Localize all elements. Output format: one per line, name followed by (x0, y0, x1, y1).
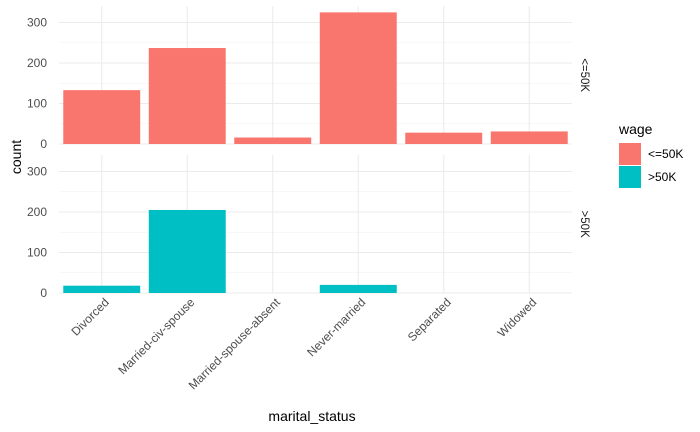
bar (405, 132, 483, 144)
y-tick-label: 200 (27, 56, 47, 70)
facet-panel: 0 100 200 300 >50K (27, 155, 590, 300)
legend-key (619, 143, 641, 165)
legend-label: <=50K (648, 147, 683, 161)
y-tick-label: 0 (40, 137, 47, 151)
bar (319, 284, 397, 293)
bar (234, 137, 312, 144)
x-axis-title: marital_status (268, 408, 355, 424)
x-tick-label: Married-civ-spouse (115, 295, 197, 377)
y-tick-label: 300 (27, 16, 47, 30)
bar (319, 12, 397, 144)
x-tick-label: Widowed (495, 295, 540, 340)
y-tick-label: 100 (27, 246, 47, 260)
x-tick-label: Married-spouse-absent (186, 295, 284, 393)
y-tick-label: 100 (27, 97, 47, 111)
x-tick-label: Separated (405, 295, 454, 344)
y-tick-label: 300 (27, 165, 47, 179)
facet-panels: 0 100 200 300 <=50K 0 100 200 300 >50K (27, 6, 590, 300)
legend: wage <=50K >50K (618, 121, 683, 188)
x-tick-label: Never-married (304, 295, 368, 359)
bar (63, 285, 141, 293)
bar (148, 209, 226, 293)
y-axis-title: count (8, 140, 24, 174)
y-tick-label: 0 (40, 286, 47, 300)
facet-strip-label: <=50K (578, 58, 590, 92)
legend-key (619, 166, 641, 188)
bar (490, 131, 568, 144)
legend-label: >50K (648, 170, 676, 184)
x-tick-label: Divorced (68, 295, 111, 338)
facet-strip-label: >50K (578, 211, 590, 239)
legend-title: wage (618, 121, 653, 137)
bar (63, 90, 141, 144)
y-tick-label: 200 (27, 205, 47, 219)
facet-panel: 0 100 200 300 <=50K (27, 6, 590, 151)
x-axis-tick-labels: Divorced Married-civ-spouseMarried-spouse… (68, 295, 539, 393)
bar (148, 48, 226, 144)
